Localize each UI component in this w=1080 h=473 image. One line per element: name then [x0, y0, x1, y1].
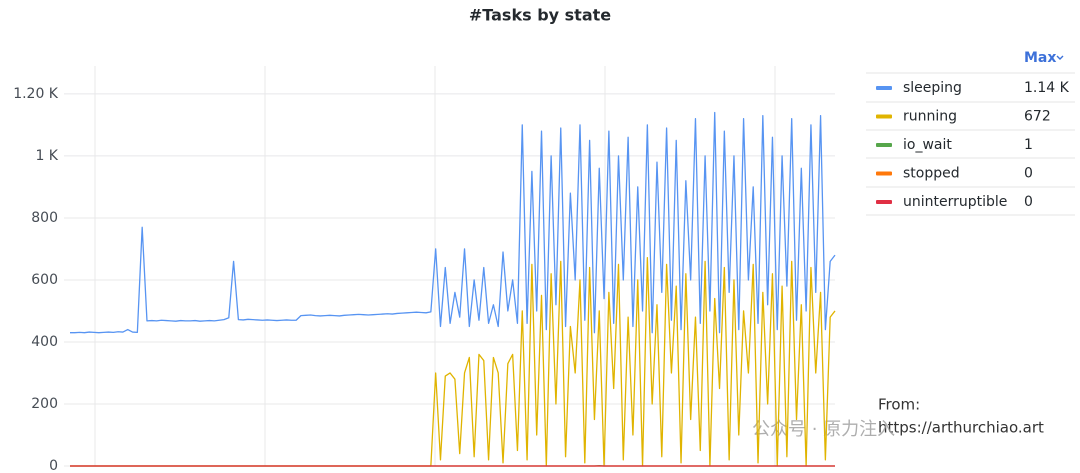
legend-label: stopped [903, 166, 960, 182]
legend-value: 0 [1024, 166, 1033, 182]
legend-item[interactable]: io_wait 1 [876, 137, 1033, 153]
legend-value: 1.14 K [1024, 80, 1070, 96]
legend-label: uninterruptible [903, 194, 1007, 210]
legend-label: io_wait [903, 137, 952, 153]
legend-swatch [876, 200, 892, 204]
legend-value: 1 [1024, 137, 1033, 153]
annotation: https://arthurchiao.art [878, 419, 1044, 437]
legend-item[interactable]: sleeping 1.14 K [876, 80, 1070, 96]
legend-value: 672 [1024, 109, 1051, 125]
annotation: From: [878, 396, 920, 414]
legend-header[interactable]: Max [1024, 50, 1056, 66]
legend-swatch [876, 114, 892, 119]
y-tick-label: 600 [31, 272, 58, 288]
watermark: 公众号 · 原力注入 [752, 419, 895, 440]
y-tick-label: 800 [31, 210, 58, 226]
sort-icon [1056, 55, 1064, 60]
legend-label: sleeping [903, 80, 962, 96]
y-tick-label: 1 K [35, 148, 58, 164]
legend-value: 0 [1024, 194, 1033, 210]
legend-item[interactable]: running 672 [876, 109, 1051, 125]
y-tick-label: 400 [31, 334, 58, 350]
y-tick-label: 200 [31, 396, 58, 412]
legend-label: running [903, 109, 957, 125]
legend-swatch [876, 171, 892, 176]
legend-item[interactable]: uninterruptible 0 [876, 194, 1033, 210]
legend-item[interactable]: stopped 0 [876, 166, 1033, 182]
chart-title: #Tasks by state [469, 6, 611, 25]
series-line [70, 111, 836, 334]
legend-swatch [876, 86, 892, 90]
y-tick-label: 1.20 K [13, 86, 59, 102]
y-tick-label: 0 [49, 458, 58, 473]
legend-swatch [876, 143, 892, 147]
